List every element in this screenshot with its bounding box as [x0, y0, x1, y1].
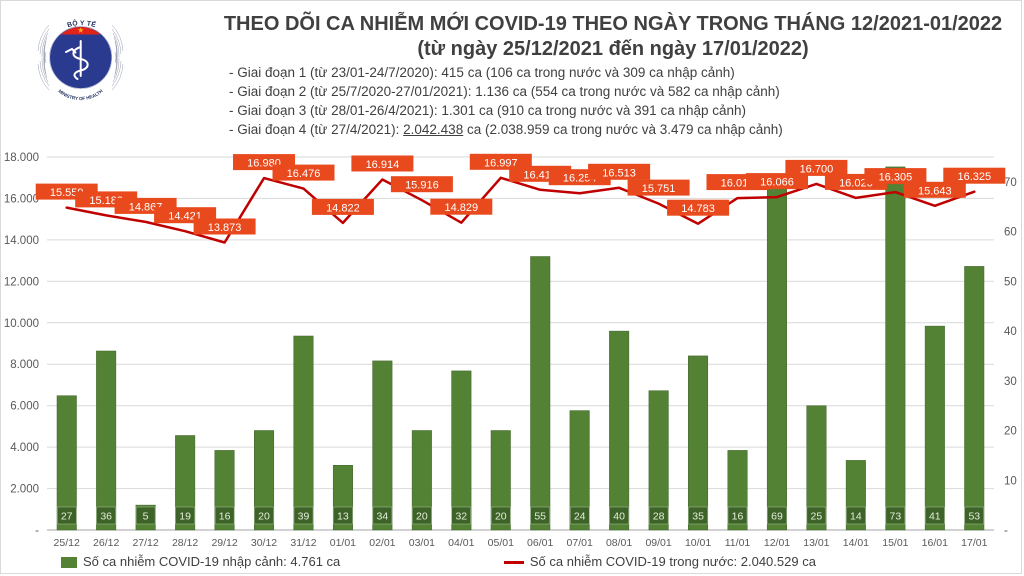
- svg-text:19: 19: [179, 511, 191, 523]
- svg-text:15.751: 15.751: [642, 183, 676, 195]
- svg-text:16: 16: [732, 511, 744, 523]
- svg-text:69: 69: [771, 511, 783, 523]
- svg-text:34: 34: [377, 511, 389, 523]
- svg-text:16.000: 16.000: [4, 193, 39, 205]
- svg-text:31/12: 31/12: [290, 537, 316, 549]
- svg-text:16.476: 16.476: [287, 168, 321, 180]
- svg-text:14.783: 14.783: [681, 203, 715, 215]
- svg-text:32: 32: [455, 511, 467, 523]
- svg-text:08/01: 08/01: [606, 537, 632, 549]
- svg-text:39: 39: [298, 511, 310, 523]
- svg-text:12/01: 12/01: [764, 537, 790, 549]
- svg-text:04/01: 04/01: [448, 537, 474, 549]
- svg-text:4.000: 4.000: [10, 442, 39, 454]
- svg-text:14.822: 14.822: [326, 202, 360, 214]
- svg-text:30/12: 30/12: [251, 537, 277, 549]
- svg-text:60: 60: [1004, 227, 1017, 239]
- svg-text:20: 20: [1004, 426, 1017, 438]
- svg-text:24: 24: [574, 511, 586, 523]
- svg-text:13/01: 13/01: [803, 537, 829, 549]
- svg-text:8.000: 8.000: [10, 359, 39, 371]
- svg-text:28/12: 28/12: [172, 537, 198, 549]
- svg-text:10: 10: [1004, 475, 1017, 487]
- svg-text:15.643: 15.643: [918, 185, 952, 197]
- svg-text:15/01: 15/01: [882, 537, 908, 549]
- svg-text:20: 20: [258, 511, 270, 523]
- svg-text:27: 27: [61, 511, 73, 523]
- svg-text:02/01: 02/01: [369, 537, 395, 549]
- svg-text:6.000: 6.000: [10, 401, 39, 413]
- svg-text:-: -: [1004, 525, 1008, 537]
- svg-text:05/01: 05/01: [488, 537, 514, 549]
- svg-text:16.914: 16.914: [366, 159, 400, 171]
- svg-text:16: 16: [219, 511, 231, 523]
- svg-text:20: 20: [416, 511, 428, 523]
- svg-text:26/12: 26/12: [93, 537, 119, 549]
- svg-text:17/01: 17/01: [961, 537, 987, 549]
- svg-text:11/01: 11/01: [725, 537, 751, 549]
- svg-text:15.916: 15.916: [405, 180, 439, 192]
- svg-text:16.325: 16.325: [957, 171, 991, 183]
- svg-text:41: 41: [929, 511, 941, 523]
- svg-text:36: 36: [100, 511, 112, 523]
- svg-text:14/01: 14/01: [843, 537, 869, 549]
- svg-text:-: -: [35, 525, 39, 537]
- svg-text:16.066: 16.066: [760, 177, 794, 189]
- svg-text:35: 35: [692, 511, 704, 523]
- svg-text:5: 5: [143, 511, 149, 523]
- svg-text:73: 73: [890, 511, 902, 523]
- svg-text:53: 53: [968, 511, 980, 523]
- svg-text:14.829: 14.829: [444, 202, 478, 214]
- svg-text:40: 40: [613, 511, 625, 523]
- svg-text:55: 55: [534, 511, 546, 523]
- svg-text:40: 40: [1004, 326, 1017, 338]
- svg-text:70: 70: [1004, 177, 1017, 189]
- svg-text:16/01: 16/01: [922, 537, 948, 549]
- svg-text:25/12: 25/12: [54, 537, 80, 549]
- svg-text:06/01: 06/01: [527, 537, 553, 549]
- svg-text:30: 30: [1004, 376, 1017, 388]
- svg-text:09/01: 09/01: [645, 537, 671, 549]
- svg-text:07/01: 07/01: [567, 537, 593, 549]
- svg-text:14.000: 14.000: [4, 235, 39, 247]
- svg-text:13: 13: [337, 511, 349, 523]
- svg-text:16.513: 16.513: [602, 167, 636, 179]
- svg-text:50: 50: [1004, 276, 1017, 288]
- svg-text:28: 28: [653, 511, 665, 523]
- svg-text:20: 20: [495, 511, 507, 523]
- svg-text:27/12: 27/12: [132, 537, 158, 549]
- svg-text:03/01: 03/01: [409, 537, 435, 549]
- svg-text:14: 14: [850, 511, 862, 523]
- svg-text:10.000: 10.000: [4, 318, 39, 330]
- svg-text:01/01: 01/01: [330, 537, 356, 549]
- svg-text:16.700: 16.700: [800, 163, 834, 175]
- svg-text:25: 25: [811, 511, 823, 523]
- svg-text:29/12: 29/12: [211, 537, 237, 549]
- svg-text:13.873: 13.873: [208, 222, 242, 234]
- svg-text:10/01: 10/01: [685, 537, 711, 549]
- svg-text:12.000: 12.000: [4, 276, 39, 288]
- svg-text:18.000: 18.000: [4, 152, 39, 164]
- svg-text:2.000: 2.000: [10, 484, 39, 496]
